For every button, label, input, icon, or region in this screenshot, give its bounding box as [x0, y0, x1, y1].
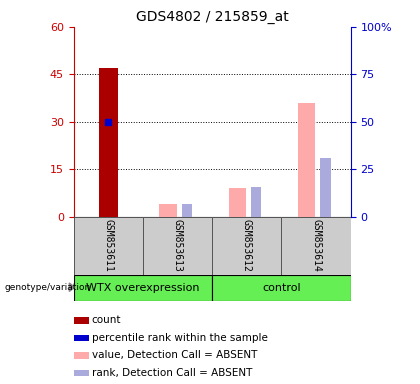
Bar [159, 204, 176, 217]
Text: WTX overexpression: WTX overexpression [86, 283, 200, 293]
Bar [74, 217, 143, 275]
Text: GSM853612: GSM853612 [242, 219, 252, 272]
Title: GDS4802 / 215859_at: GDS4802 / 215859_at [136, 10, 289, 25]
Bar [74, 275, 212, 301]
Text: genotype/variation: genotype/variation [4, 283, 90, 292]
Bar [212, 217, 281, 275]
Bar [251, 187, 262, 217]
Bar [99, 68, 118, 217]
Bar [143, 217, 212, 275]
Bar [281, 217, 351, 275]
Text: control: control [262, 283, 301, 293]
Bar [320, 158, 331, 217]
Text: GSM853611: GSM853611 [103, 219, 113, 272]
Bar [74, 334, 89, 341]
Bar [212, 275, 351, 301]
Bar [74, 317, 89, 324]
Bar [298, 103, 315, 217]
Bar [182, 204, 192, 217]
Bar [74, 369, 89, 376]
Text: GSM853613: GSM853613 [173, 219, 182, 272]
Polygon shape [69, 283, 75, 291]
Text: GSM853614: GSM853614 [311, 219, 321, 272]
Bar [228, 189, 246, 217]
Text: count: count [92, 315, 121, 325]
Text: percentile rank within the sample: percentile rank within the sample [92, 333, 268, 343]
Bar [74, 352, 89, 359]
Text: rank, Detection Call = ABSENT: rank, Detection Call = ABSENT [92, 368, 252, 378]
Text: value, Detection Call = ABSENT: value, Detection Call = ABSENT [92, 350, 257, 360]
